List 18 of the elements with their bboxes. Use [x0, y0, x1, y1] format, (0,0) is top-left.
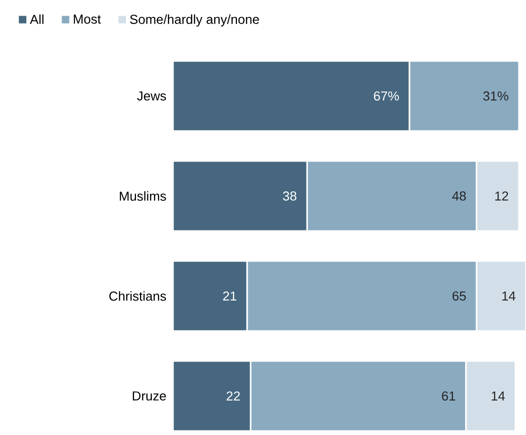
y-tick-label: Muslims — [120, 191, 166, 201]
data-label: 65 — [452, 291, 466, 301]
y-tick-label: Christians — [109, 291, 166, 301]
legend-label: Some/hardly any/none — [130, 14, 259, 27]
legend-label: Most — [74, 14, 101, 24]
data-label: 12 — [495, 191, 508, 201]
y-tick-label: Jews — [137, 91, 166, 101]
data-label: 14 — [492, 392, 505, 400]
data-label: 21 — [223, 291, 236, 301]
data-label: 38 — [282, 191, 296, 201]
y-tick-label: Druze — [132, 391, 166, 401]
data-label: 67% — [374, 91, 399, 101]
data-label: 14 — [502, 292, 516, 300]
data-label: 48 — [452, 191, 466, 201]
legend-label: All — [30, 14, 44, 24]
data-label: 61 — [442, 391, 456, 401]
data-label: 22 — [226, 391, 240, 401]
data-label: 31% — [483, 91, 508, 101]
